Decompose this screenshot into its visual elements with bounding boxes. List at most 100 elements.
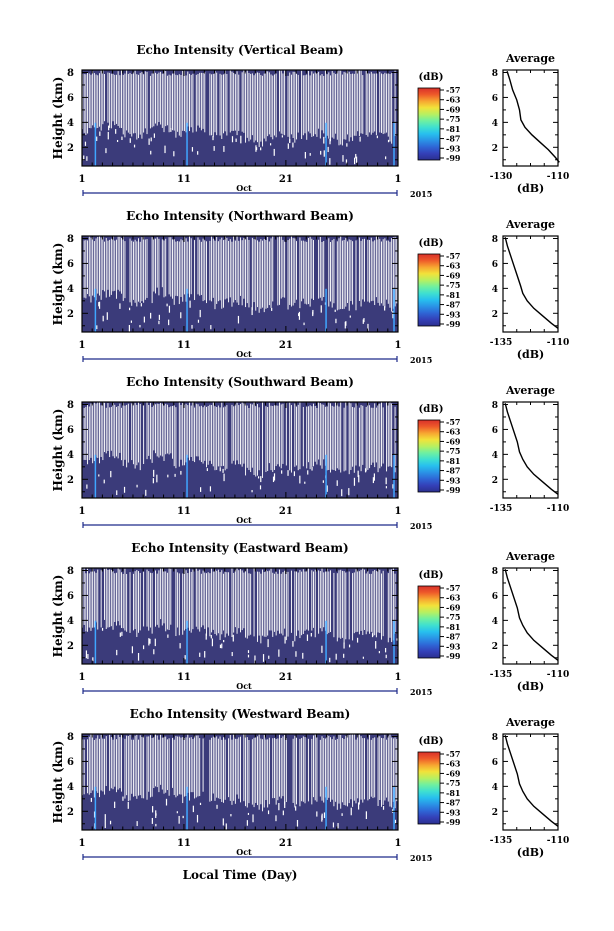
gap-column bbox=[178, 736, 180, 795]
gap-column bbox=[352, 406, 354, 467]
gap-fleck bbox=[222, 818, 224, 826]
gap-column bbox=[268, 241, 270, 306]
gap-fleck bbox=[326, 485, 328, 492]
gap-fleck bbox=[230, 814, 232, 817]
gap-fleck bbox=[209, 486, 212, 492]
gap-fleck bbox=[200, 487, 202, 492]
gap-column bbox=[253, 75, 255, 143]
gap-column bbox=[285, 738, 287, 802]
gap-column bbox=[112, 236, 114, 292]
gap-column bbox=[314, 72, 316, 135]
x-tick-label: 21 bbox=[279, 174, 293, 185]
gap-column bbox=[290, 405, 292, 473]
gap-column bbox=[177, 572, 179, 628]
gap-column bbox=[229, 239, 231, 298]
gap-column bbox=[161, 737, 163, 790]
gap-column bbox=[151, 406, 153, 463]
gap-column bbox=[126, 404, 128, 468]
gap-column bbox=[370, 407, 372, 465]
gap-fleck bbox=[350, 807, 352, 816]
gap-column bbox=[83, 240, 85, 298]
gap-fleck bbox=[260, 476, 262, 483]
gap-column bbox=[280, 70, 282, 134]
gap-fleck bbox=[178, 815, 180, 824]
gap-fleck bbox=[337, 823, 339, 829]
gap-column bbox=[148, 736, 150, 792]
gap-fleck bbox=[133, 144, 136, 148]
profile-x-axis-label: (dB) bbox=[517, 348, 544, 361]
gap-column bbox=[209, 404, 211, 461]
gap-column bbox=[241, 402, 243, 467]
average-profile-line bbox=[504, 237, 559, 329]
gap-column bbox=[88, 736, 90, 795]
y-tick-label: 8 bbox=[67, 732, 74, 743]
gap-column bbox=[340, 569, 342, 639]
gap-column bbox=[348, 571, 350, 640]
gap-column bbox=[282, 73, 284, 135]
gap-column bbox=[328, 72, 330, 139]
colorbar-tick-label: -99 bbox=[446, 817, 461, 827]
gap-column bbox=[217, 569, 219, 634]
gap-column bbox=[316, 73, 318, 137]
gap-fleck bbox=[329, 158, 331, 165]
gap-column bbox=[124, 738, 126, 799]
gap-column bbox=[229, 735, 231, 801]
gap-column bbox=[381, 737, 382, 807]
gap-column bbox=[370, 739, 372, 797]
gap-column bbox=[231, 404, 233, 464]
gap-column bbox=[360, 736, 362, 800]
gap-column bbox=[240, 237, 241, 296]
gap-fleck bbox=[149, 638, 151, 644]
gap-column bbox=[391, 403, 393, 468]
gap-column bbox=[124, 73, 126, 138]
gap-column bbox=[177, 241, 179, 297]
gap-column bbox=[219, 572, 221, 640]
colorbar-tick-label: -87 bbox=[446, 300, 460, 310]
gap-column bbox=[211, 568, 213, 633]
gap-column bbox=[343, 72, 345, 140]
gap-fleck bbox=[84, 141, 87, 146]
gap-fleck bbox=[87, 654, 89, 660]
gap-column bbox=[151, 237, 153, 304]
gap-column bbox=[197, 74, 199, 126]
gap-column bbox=[149, 572, 151, 628]
gap-column bbox=[253, 239, 255, 303]
gap-fleck bbox=[320, 305, 322, 313]
gap-column bbox=[243, 70, 245, 133]
gap-column bbox=[139, 72, 141, 135]
panel-5: Echo Intensity (Westward Beam)1 11 21 1Oct2… bbox=[51, 707, 569, 863]
gap-fleck bbox=[223, 473, 225, 482]
gap-fleck bbox=[213, 146, 215, 151]
colorbar-tick-label: -63 bbox=[446, 95, 461, 105]
gap-fleck bbox=[122, 796, 124, 801]
gap-column bbox=[340, 402, 342, 473]
gap-column bbox=[226, 572, 228, 634]
profile-y-tick-label: 4 bbox=[492, 451, 498, 461]
gap-column bbox=[323, 75, 325, 134]
gap-fleck bbox=[247, 650, 250, 654]
gap-fleck bbox=[292, 142, 294, 148]
gap-column bbox=[270, 74, 272, 138]
gap-fleck bbox=[321, 815, 323, 822]
panel-title: Echo Intensity (Westward Beam) bbox=[130, 707, 351, 721]
gap-column bbox=[195, 403, 197, 457]
gap-column bbox=[200, 241, 202, 295]
gap-fleck bbox=[104, 814, 106, 822]
gap-column bbox=[280, 404, 282, 469]
colorbar-tick-label: -75 bbox=[446, 114, 460, 124]
average-profile-line bbox=[504, 569, 559, 661]
gap-fleck bbox=[93, 811, 96, 818]
gap-column bbox=[267, 739, 269, 808]
gap-fleck bbox=[131, 646, 133, 654]
gap-column bbox=[134, 735, 136, 797]
profile-y-tick-label: 2 bbox=[492, 144, 498, 154]
gap-column bbox=[343, 571, 345, 645]
x-tick-label: 11 bbox=[177, 340, 191, 351]
gap-fleck bbox=[98, 301, 101, 309]
gap-column bbox=[240, 736, 241, 803]
gap-column bbox=[102, 738, 104, 792]
gap-column bbox=[95, 403, 97, 458]
gap-column bbox=[246, 70, 248, 138]
gap-fleck bbox=[210, 634, 212, 639]
gap-fleck bbox=[170, 128, 172, 132]
